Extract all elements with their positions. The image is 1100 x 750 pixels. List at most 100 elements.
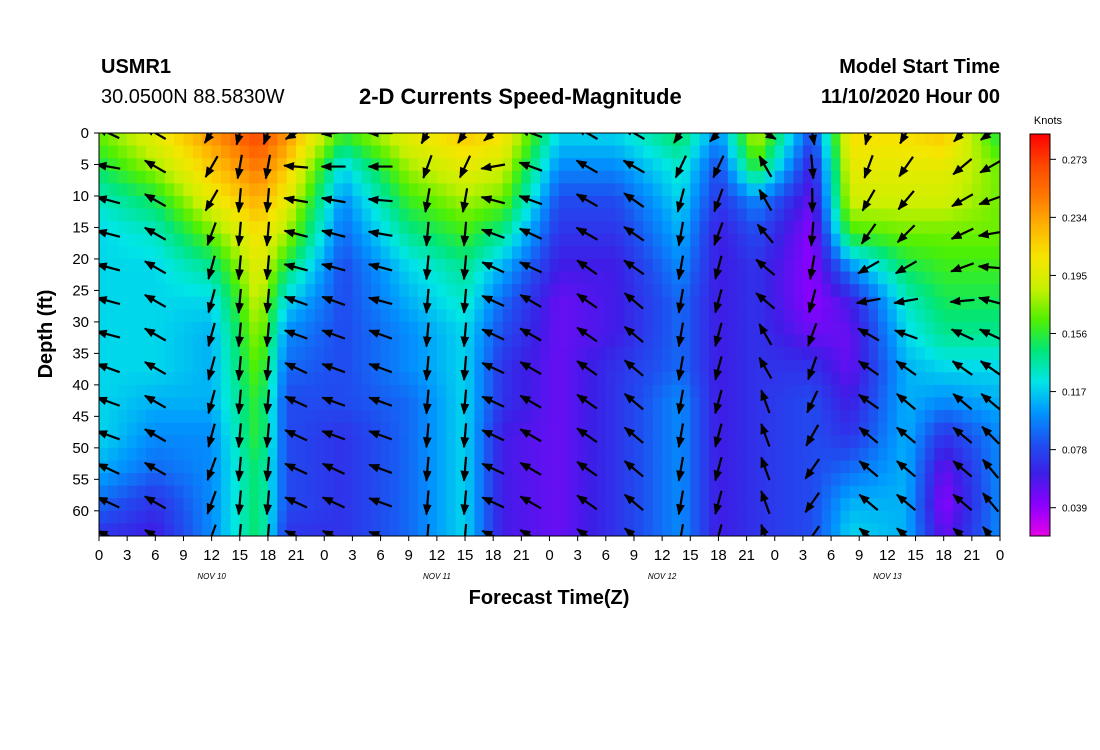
current-arrow [204, 189, 219, 212]
heat-cell [465, 296, 476, 310]
heat-cell [361, 510, 372, 525]
heat-cell [352, 183, 363, 197]
heat-cell [474, 510, 485, 525]
heat-cell [305, 321, 316, 336]
heat-cell [962, 233, 973, 247]
heat-cell [737, 384, 748, 399]
heat-cell [784, 145, 795, 159]
heat-cell [605, 523, 616, 536]
heat-cell [305, 372, 316, 386]
heat-cell [887, 473, 898, 487]
heat-cell [493, 233, 504, 247]
heat-cell [887, 195, 898, 210]
heat-cell [540, 133, 551, 147]
heat-cell [221, 258, 231, 273]
heat-cell [568, 485, 579, 499]
heat-cell [746, 384, 757, 399]
heat-cell [699, 133, 710, 147]
heat-cell [821, 473, 832, 487]
heat-cell [981, 498, 992, 512]
heat-cell [924, 372, 935, 386]
heat-cell [305, 233, 316, 247]
heat-cell [709, 258, 720, 273]
heat-cell [221, 510, 231, 525]
heat-cell [981, 384, 992, 399]
heat-cell [568, 170, 579, 184]
heat-cell [474, 447, 485, 462]
heat-cell [540, 372, 551, 386]
heat-cell [746, 221, 757, 235]
heat-cell [446, 498, 457, 512]
heat-cell [727, 246, 738, 260]
heat-cell [333, 183, 344, 197]
heat-cell [333, 309, 344, 323]
heat-cell [493, 183, 504, 197]
heat-cell [652, 485, 663, 499]
heat-cell [465, 195, 476, 210]
heat-cell [558, 334, 569, 348]
heat-cell [680, 384, 691, 399]
current-arrow [857, 360, 880, 376]
heat-cell [671, 510, 682, 525]
heat-cell [117, 284, 128, 298]
heat-cell [174, 233, 185, 247]
heat-cell [953, 221, 964, 235]
heat-cell [793, 410, 804, 424]
heat-cell [924, 321, 935, 336]
heat-cell [446, 258, 457, 273]
heat-cell [108, 309, 119, 323]
heat-cell [699, 510, 710, 525]
heat-cell [605, 498, 616, 512]
heat-cell [840, 258, 851, 273]
heat-cell [99, 372, 109, 386]
heat-cell [221, 347, 231, 361]
current-arrow [576, 259, 598, 276]
heat-cell [624, 347, 635, 361]
heat-cell [192, 145, 203, 159]
heat-cell [455, 347, 466, 361]
heat-cell [690, 321, 701, 336]
heat-cell [849, 145, 860, 159]
heat-cell [615, 170, 626, 184]
heat-cell [239, 246, 250, 260]
heat-cell [183, 372, 194, 386]
heat-cell [840, 485, 851, 499]
heat-cell [802, 485, 813, 499]
heat-cell [746, 170, 757, 184]
heat-cell [877, 435, 888, 449]
heat-cell [793, 460, 804, 474]
heat-cell [718, 460, 729, 474]
heat-cell [502, 485, 513, 499]
heat-cell [530, 258, 541, 273]
heat-cell [371, 271, 382, 285]
heat-cell [446, 233, 457, 247]
heat-cell [849, 435, 860, 449]
heat-cell [568, 523, 579, 536]
heat-cell [812, 170, 823, 184]
heat-cell [934, 309, 945, 323]
heat-cell [127, 221, 138, 235]
heat-cell [380, 334, 391, 348]
heat-cell [427, 208, 438, 222]
heat-cell [962, 246, 973, 260]
heat-cell [324, 523, 335, 536]
heat-cell [755, 296, 766, 310]
heat-cell [305, 447, 316, 462]
heat-cell [408, 296, 419, 310]
heat-cell [399, 284, 410, 298]
heat-cell [446, 208, 457, 222]
heat-cell [615, 284, 626, 298]
heat-cell [183, 158, 194, 172]
heat-cell [239, 410, 250, 424]
heat-cell [727, 473, 738, 487]
heat-cell [333, 158, 344, 172]
heat-cell [633, 435, 644, 449]
heat-cell [615, 195, 626, 210]
heat-cell [408, 473, 419, 487]
heat-cell [549, 347, 560, 361]
heat-cell [511, 510, 522, 525]
heat-cell [314, 347, 325, 361]
heat-cell [943, 271, 954, 285]
heat-cell [802, 170, 813, 184]
heat-cell [371, 246, 382, 260]
